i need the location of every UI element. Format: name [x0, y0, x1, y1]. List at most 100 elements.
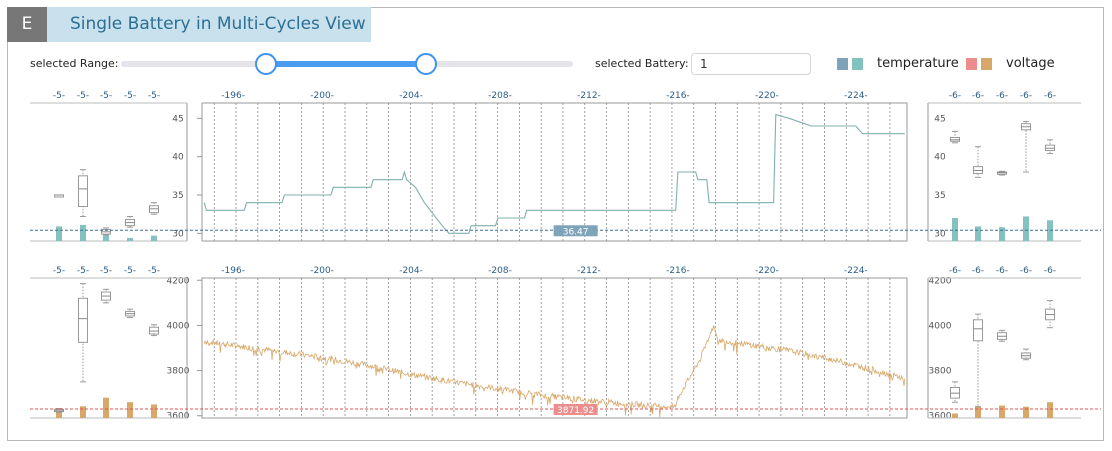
voltage-left-cycle-label: -5-	[77, 266, 89, 276]
temperature-right-cycle-label: -6-	[1044, 91, 1056, 101]
temperature-row: -196- -200- -204- -208- -212- -216- -220- -224-…	[30, 91, 1101, 242]
temperature-ytick-label: 45	[172, 114, 183, 124]
range-handle-high[interactable]	[415, 53, 438, 75]
voltage-right-cycle-label: -6-	[972, 266, 984, 276]
temperature-right-bar	[975, 226, 981, 241]
voltage-ytick-label: 3600	[167, 412, 190, 422]
temperature-ytick-label: 40	[934, 153, 946, 163]
legend-temperature-swatch-1	[837, 58, 848, 70]
voltage-cycle-label: -196-	[221, 266, 245, 276]
temperature-reference-tag	[553, 225, 598, 237]
temperature-cycle-label: -204-	[399, 91, 423, 101]
temperature-series-line	[203, 113, 905, 234]
temperature-ytick-label: 30	[172, 229, 184, 239]
voltage-left-cycle-label: -5-	[124, 266, 136, 276]
temperature-right-cycle-label: -6-	[949, 91, 961, 101]
temperature-ytick-label: 30	[934, 229, 946, 239]
voltage-cycle-label: -224-	[844, 266, 868, 276]
temperature-ytick-label: 35	[934, 191, 945, 201]
view-title: Single Battery in Multi-Cycles View	[47, 7, 371, 42]
temperature-right-bar	[999, 227, 1005, 241]
voltage-left-bar	[151, 404, 157, 418]
temperature-cycle-label: -220-	[755, 91, 779, 101]
voltage-left-bar	[80, 406, 86, 418]
temperature-cycle-label: -224-	[844, 91, 868, 101]
temperature-left-bar	[80, 224, 86, 241]
voltage-left-cycle-label: -5-	[148, 266, 160, 276]
temperature-left-cycle-label: -5-	[77, 91, 89, 101]
temperature-left-cycle-label: -5-	[124, 91, 136, 101]
voltage-right-bar	[999, 405, 1005, 418]
legend-voltage-swatch-1	[966, 58, 977, 70]
temperature-left-bar	[127, 237, 133, 241]
temperature-cycle-label: -216-	[666, 91, 690, 101]
range-slider-fill	[265, 61, 427, 67]
voltage-left-cycle-label: -5-	[100, 266, 112, 276]
temperature-right-cycle-label: -6-	[1020, 91, 1032, 101]
voltage-right-cycle-label: -6-	[1044, 266, 1056, 276]
temperature-cycle-label: -212-	[577, 91, 601, 101]
view-badge: E	[7, 7, 47, 42]
temperature-left-bar	[151, 235, 157, 241]
legend-temperature-swatch-2	[852, 58, 863, 70]
voltage-cycle-label: -204-	[399, 266, 423, 276]
battery-label: selected Battery:	[595, 57, 689, 70]
temperature-left-box	[78, 175, 88, 207]
temperature-cycle-label: -208-	[488, 91, 512, 101]
voltage-right-cycle-label: -6-	[1020, 266, 1032, 276]
temperature-left-bar	[56, 226, 62, 241]
voltage-right-bar	[975, 406, 981, 418]
voltage-left-bar	[127, 402, 133, 418]
voltage-cycle-label: -216-	[666, 266, 690, 276]
voltage-left-box	[78, 297, 88, 343]
legend-voltage-label: voltage	[1006, 56, 1055, 71]
temperature-ytick-label: 35	[172, 191, 183, 201]
temperature-ytick-label: 40	[172, 153, 184, 163]
legend-temperature-label: temperature	[877, 56, 959, 71]
voltage-ytick-label: 3800	[167, 367, 190, 377]
voltage-left-cycle-label: -5-	[53, 266, 65, 276]
voltage-reference-tag-label: 3871.92	[557, 406, 594, 416]
voltage-right-bar	[952, 413, 958, 418]
range-handle-low[interactable]	[254, 53, 277, 75]
voltage-reference-tag	[553, 403, 598, 415]
voltage-right-bar	[1023, 406, 1029, 418]
temperature-right-cycle-label: -6-	[996, 91, 1008, 101]
voltage-ytick-label: 4200	[929, 276, 952, 286]
voltage-right-bar	[1047, 402, 1053, 418]
battery-input[interactable]	[691, 53, 811, 75]
temperature-ytick-label: 45	[934, 114, 945, 124]
voltage-ytick-label: 3600	[929, 412, 952, 422]
voltage-right-cycle-label: -6-	[996, 266, 1008, 276]
temperature-right-bar	[1023, 216, 1029, 241]
voltage-cycle-label: -212-	[577, 266, 601, 276]
temperature-cycle-label: -200-	[310, 91, 334, 101]
voltage-left-bar	[103, 397, 109, 418]
voltage-cycle-label: -220-	[755, 266, 779, 276]
temperature-reference-tag-label: 36.47	[563, 227, 589, 237]
voltage-ytick-label: 4000	[167, 321, 190, 331]
voltage-right-box	[973, 319, 983, 342]
temperature-left-cycle-label: -5-	[148, 91, 160, 101]
voltage-cycle-label: -208-	[488, 266, 512, 276]
view-frame	[7, 7, 1104, 441]
temperature-right-bar	[952, 218, 958, 241]
voltage-ytick-label: 3800	[929, 367, 952, 377]
temperature-timeline-frame	[201, 102, 908, 242]
voltage-right-cycle-label: -6-	[949, 266, 961, 276]
voltage-timeline-frame	[201, 277, 908, 419]
temperature-right-cycle-label: -6-	[972, 91, 984, 101]
temperature-left-cycle-label: -5-	[53, 91, 65, 101]
voltage-series-line	[203, 325, 906, 418]
temperature-cycle-label: -196-	[221, 91, 245, 101]
voltage-row: -196- -200- -204- -208- -212- -216- -220- -224-…	[30, 266, 1101, 422]
voltage-left-bar	[56, 412, 62, 418]
voltage-ytick-label: 4000	[929, 321, 952, 331]
temperature-left-cycle-label: -5-	[100, 91, 112, 101]
voltage-cycle-label: -200-	[310, 266, 334, 276]
range-label: selected Range:	[30, 57, 119, 70]
legend-voltage-swatch-2	[981, 58, 992, 70]
temperature-left-bar	[103, 231, 109, 241]
voltage-ytick-label: 4200	[167, 276, 190, 286]
